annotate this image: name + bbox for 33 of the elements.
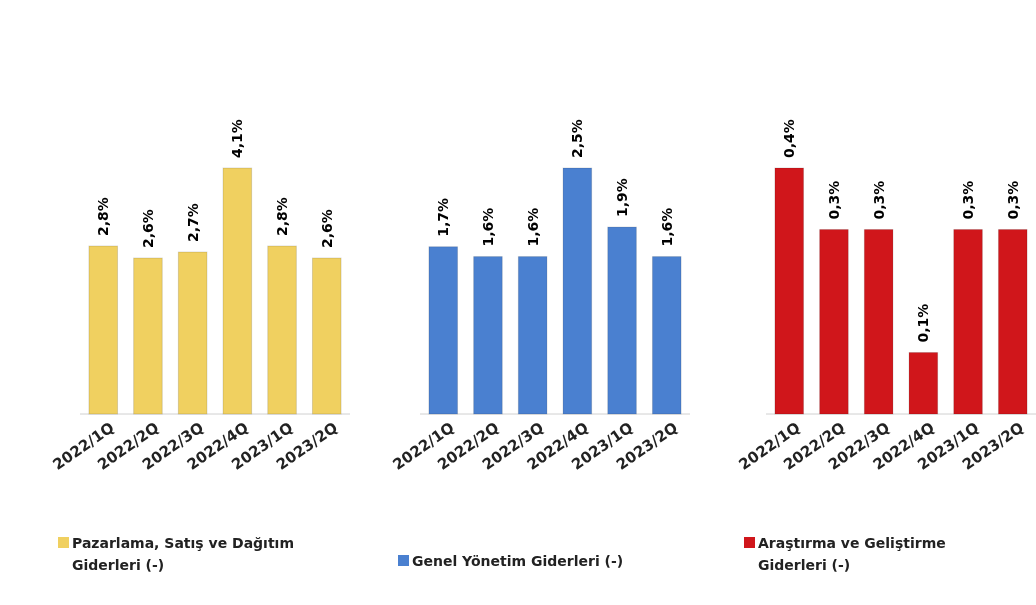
data-label: 0,3% (825, 180, 842, 220)
data-label: 1,6% (658, 207, 675, 247)
bar (133, 257, 163, 415)
data-label: 4,1% (229, 119, 246, 158)
bar (562, 167, 593, 415)
data-label: 0,3% (1004, 180, 1021, 220)
data-label: 2,5% (569, 119, 586, 158)
legend-label: Pazarlama, Satış ve Dağıtım Giderleri (-) (72, 535, 294, 573)
data-label: 2,6% (318, 209, 335, 248)
bar (651, 256, 682, 415)
bar (428, 246, 459, 415)
data-label: 2,8% (274, 197, 291, 236)
bar (267, 245, 297, 415)
data-label: 0,3% (870, 180, 887, 220)
bar (88, 245, 119, 415)
data-label: 0,1% (915, 303, 932, 343)
bar (222, 167, 253, 415)
legend-label: Araştırma ve Geliştirme Giderleri (-) (758, 535, 946, 573)
data-label: 1,6% (479, 207, 496, 247)
bar (473, 256, 503, 415)
data-label: 2,6% (139, 209, 156, 248)
data-label: 2,8% (95, 197, 112, 236)
data-label: 2,7% (184, 203, 201, 242)
data-label: 0,4% (781, 119, 798, 158)
data-label: 0,3% (960, 180, 977, 220)
bar (517, 256, 548, 415)
data-label: 1,6% (524, 207, 541, 247)
bar (311, 257, 342, 415)
bar (607, 226, 637, 415)
bar (177, 251, 208, 415)
data-label: 1,7% (435, 197, 452, 237)
data-label: 1,9% (614, 178, 631, 218)
legend-label: Genel Yönetim Giderleri (-) (412, 553, 624, 569)
